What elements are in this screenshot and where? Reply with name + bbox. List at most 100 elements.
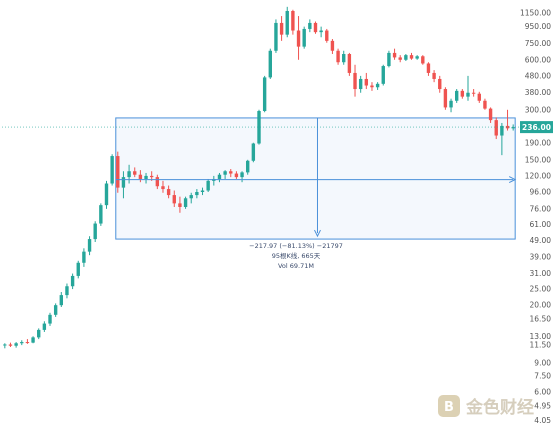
y-tick-label-3: 600.00 [525,55,551,64]
candle-body-79 [449,100,453,108]
y-tick-label-13: 61.00 [530,220,552,229]
candle-body-47 [268,50,272,78]
current-price-label: 236.00 [522,123,551,132]
candle-body-38 [217,174,222,179]
candle-body-36 [206,180,210,191]
y-tick-label-26: 4.05 [534,416,551,425]
svg-text:B: B [444,400,454,415]
y-tick-label-11: 96.00 [530,188,552,197]
candle-body-33 [189,195,193,199]
candle-body-73 [415,56,419,59]
y-tick-label-9: 150.00 [525,155,551,164]
candle-body-58 [330,40,335,51]
candle-body-19 [110,156,114,184]
candle-body-8 [48,314,52,324]
candle-body-75 [426,63,431,73]
candle-body-34 [195,192,199,196]
y-tick-label-5: 380.00 [525,88,551,97]
candle-body-27 [155,177,160,187]
y-tick-label-6: 300.00 [525,105,551,114]
measure-change-label: −217.97 (−81.13%) −21797 [249,242,343,250]
y-tick-label-17: 25.00 [530,285,552,294]
candle-body-5 [31,337,35,343]
candle-body-68 [387,52,391,67]
candle-body-41 [234,173,239,178]
candle-body-1 [8,344,13,346]
svg-text:金色财经: 金色财经 [465,397,534,418]
candle-body-82 [466,92,470,97]
measure-horizontal-arrowhead [508,176,517,184]
candle-body-17 [99,205,103,224]
y-tick-label-23: 7.50 [534,371,551,380]
y-tick-label-2: 750.00 [525,39,551,48]
candle-body-11 [65,286,69,296]
candle-body-14 [82,251,86,263]
candle-body-21 [121,177,126,188]
candle-body-39 [223,171,227,175]
y-tick-label-16: 31.00 [530,269,552,278]
candle-body-63 [358,78,363,90]
candle-body-52 [296,30,301,47]
candle-body-84 [477,93,481,101]
candle-body-48 [274,22,278,51]
current-price-tag: 236.00 [2,121,553,134]
y-tick-label-20: 13.00 [530,332,552,341]
candle-body-61 [347,54,352,73]
y-tick-label-21: 11.50 [530,341,552,350]
candle-body-9 [53,305,58,315]
candle-body-71 [404,55,408,60]
candle-body-57 [325,30,329,41]
y-tick-label-15: 39.00 [530,252,552,261]
candle-body-28 [161,186,165,190]
y-tick-label-10: 120.00 [525,171,551,180]
candle-body-51 [291,10,295,31]
y-tick-label-14: 49.00 [530,236,552,245]
y-tick-label-19: 16.50 [530,315,552,324]
candle-body-80 [454,90,459,101]
candle-body-40 [229,171,233,174]
candle-body-54 [308,22,312,29]
candle-body-3 [20,342,24,344]
candle-body-22 [127,171,131,178]
y-tick-label-24: 6.00 [534,388,551,397]
candle-body-42 [240,172,244,178]
candle-body-89 [505,125,510,129]
candle-body-25 [144,175,148,179]
candle-body-20 [116,156,120,188]
candle-body-31 [178,203,182,207]
measure-box[interactable] [115,117,516,240]
candle-body-15 [87,239,92,252]
candle-body-24 [138,174,143,179]
candle-body-70 [398,57,402,60]
measure-arrows [115,117,517,238]
candle-body-4 [25,342,30,344]
candle-body-72 [409,55,414,59]
candle-body-69 [392,52,397,58]
candle-body-10 [59,295,64,306]
y-tick-label-12: 76.00 [530,204,552,213]
candle-body-30 [172,195,176,204]
candle-body-55 [313,22,318,33]
measure-vertical-arrowhead [314,229,321,238]
candle-body-44 [251,143,256,161]
candle-body-76 [432,72,436,79]
candles [3,6,515,349]
candle-body-18 [104,183,109,206]
candle-body-66 [375,83,380,88]
candle-body-64 [364,78,369,86]
candle-body-81 [460,90,465,97]
candle-body-43 [246,160,250,173]
candle-body-46 [262,77,267,112]
candle-body-67 [381,66,385,84]
candle-body-16 [93,223,97,240]
y-tick-label-18: 20.00 [530,301,552,310]
watermark-logo: B 金色财经 [438,395,534,418]
candle-body-87 [494,120,498,136]
candle-body-85 [483,100,487,109]
candle-body-12 [70,275,75,287]
candle-body-0 [3,344,7,346]
candle-body-7 [42,323,47,330]
candle-body-74 [421,56,425,64]
candle-body-29 [166,189,171,196]
